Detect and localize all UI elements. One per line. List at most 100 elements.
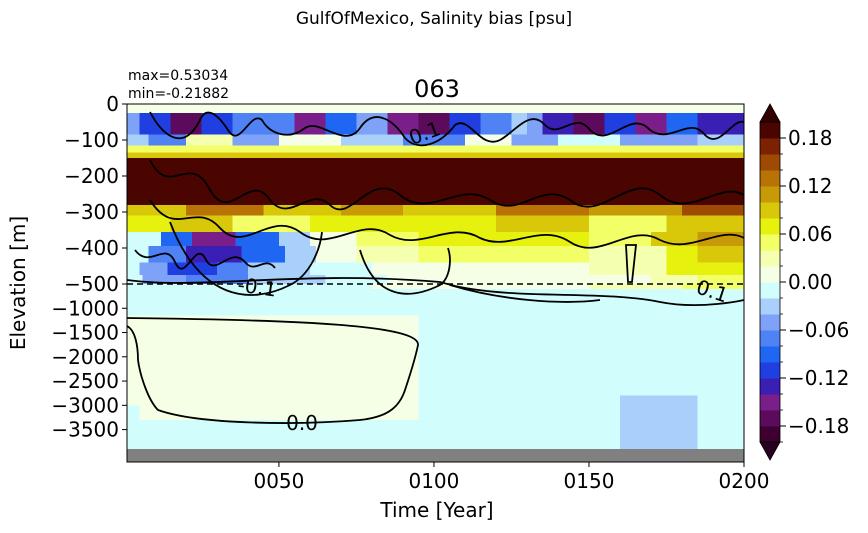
colorbar-tick-label: −0.12 xyxy=(788,366,849,390)
y-tick-label: −300 xyxy=(64,200,119,224)
heatmap-cell xyxy=(604,113,636,135)
heatmap-cell xyxy=(241,246,286,263)
heatmap-cell xyxy=(495,215,590,233)
heatmap-cell xyxy=(666,215,745,233)
heatmap-cell xyxy=(278,231,311,247)
heatmap-cell xyxy=(263,204,342,216)
x-tick-label: 0150 xyxy=(564,469,615,493)
x-tick-label: 0100 xyxy=(408,469,459,493)
colorbar-level xyxy=(760,282,780,299)
heatmap-cell xyxy=(127,134,150,146)
x-axis: 0050 0100 0150 0200 xyxy=(253,462,769,493)
stats-max: max=0.53034 xyxy=(128,68,228,84)
colorbar-extend-low xyxy=(759,441,781,461)
colorbar-level xyxy=(760,218,780,235)
heatmap-cell xyxy=(148,134,187,146)
heatmap-cell xyxy=(697,113,745,135)
y-axis-label: Elevation [m] xyxy=(6,216,30,350)
colorbar-level xyxy=(760,298,780,315)
heatmap-cell xyxy=(142,275,187,285)
heatmap-cell xyxy=(511,134,559,146)
colorbar-tick-label: −0.06 xyxy=(788,318,849,342)
heatmap-cell xyxy=(127,158,745,206)
heatmap-cell xyxy=(542,113,574,135)
colorbar: 0.18 0.12 0.06 0.00 −0.06 −0.12 −0.18 xyxy=(759,103,849,461)
heatmap-cell xyxy=(356,113,388,135)
panel-title: 063 xyxy=(414,75,460,103)
heatmap-cell xyxy=(232,134,280,146)
contour-line xyxy=(625,244,638,283)
heatmap-cell xyxy=(185,204,264,216)
heatmap-cell xyxy=(402,215,497,233)
colorbar-tick-label: −0.18 xyxy=(788,414,849,438)
heatmap-cell xyxy=(387,275,652,285)
y-tick-label: 0 xyxy=(106,92,119,116)
heatmap-cell xyxy=(666,113,698,135)
x-tick-label: 0200 xyxy=(719,469,770,493)
heatmap-cell xyxy=(356,246,419,263)
heatmap-cell xyxy=(325,113,357,135)
colorbar-level xyxy=(760,346,780,363)
heatmap-cell xyxy=(185,275,249,285)
heatmap-cell xyxy=(309,262,373,276)
heatmap-cell xyxy=(356,231,419,247)
colorbar-level xyxy=(760,378,780,395)
colorbar-level xyxy=(760,234,780,251)
colorbar-level xyxy=(760,138,780,155)
contour-line xyxy=(149,111,745,147)
heatmap-cell xyxy=(127,262,140,276)
heatmap-cell xyxy=(127,284,373,292)
contour-line xyxy=(126,277,745,306)
colorbar-level xyxy=(760,394,780,411)
heatmap-cell xyxy=(139,113,171,135)
y-axis: 0 −100 −200 −300 −400 −500−1000−1500−2000−250… xyxy=(51,92,128,462)
heatmap-cell xyxy=(127,231,162,247)
heatmap-cell xyxy=(588,246,667,263)
heatmap-cell xyxy=(185,134,233,146)
heatmap-cell xyxy=(185,246,243,263)
colorbar-tick-label: 0.18 xyxy=(788,126,833,150)
heatmap-cell xyxy=(371,262,590,276)
colorbar-extend-high xyxy=(759,103,781,123)
y-tick-label: −1500 xyxy=(51,321,119,345)
colorbar-level xyxy=(760,122,780,139)
heatmap-cell xyxy=(495,231,590,247)
colorbar-level xyxy=(760,202,780,219)
heatmap-cell xyxy=(402,204,497,216)
contour-lines xyxy=(126,111,745,424)
colorbar-level xyxy=(760,170,780,187)
contour-line xyxy=(149,159,745,211)
heatmap-cell xyxy=(418,113,450,135)
colorbar-tick-label: 0.00 xyxy=(788,270,833,294)
heatmap-cell xyxy=(167,262,218,276)
heatmap-cell xyxy=(247,262,311,276)
contour-line xyxy=(449,284,601,303)
x-axis-label: Time [Year] xyxy=(379,498,493,522)
x-tick-label: 0050 xyxy=(253,469,304,493)
heatmap-cell xyxy=(418,246,512,263)
y-tick-label: −3000 xyxy=(51,393,119,417)
heatmap-cell xyxy=(681,284,745,292)
heatmap-cell xyxy=(170,215,233,233)
heatmap-cell xyxy=(285,246,317,263)
figure-suptitle: GulfOfMexico, Salinity bias [psu] xyxy=(296,9,572,29)
heatmap-cell xyxy=(139,262,168,276)
heatmap-region xyxy=(557,419,589,449)
heatmap-cell xyxy=(526,113,543,135)
heatmap-cell xyxy=(666,246,698,263)
heatmap-cell xyxy=(127,152,745,159)
colorbar-level xyxy=(760,154,780,171)
y-tick-label: −400 xyxy=(64,236,119,260)
heatmap-plot-area xyxy=(127,104,745,462)
heatmap-cell xyxy=(278,134,342,146)
heatmap-cell xyxy=(697,275,745,285)
y-tick-label: −500 xyxy=(64,272,119,296)
y-tick-label: −2000 xyxy=(51,345,119,369)
heatmap-cell xyxy=(635,113,667,135)
heatmap-cell xyxy=(697,134,745,146)
heatmap-cell xyxy=(216,262,249,276)
heatmap-cell xyxy=(697,246,745,263)
contour-line xyxy=(126,317,419,424)
heatmap-cell xyxy=(511,113,528,135)
contour-line xyxy=(134,249,276,270)
